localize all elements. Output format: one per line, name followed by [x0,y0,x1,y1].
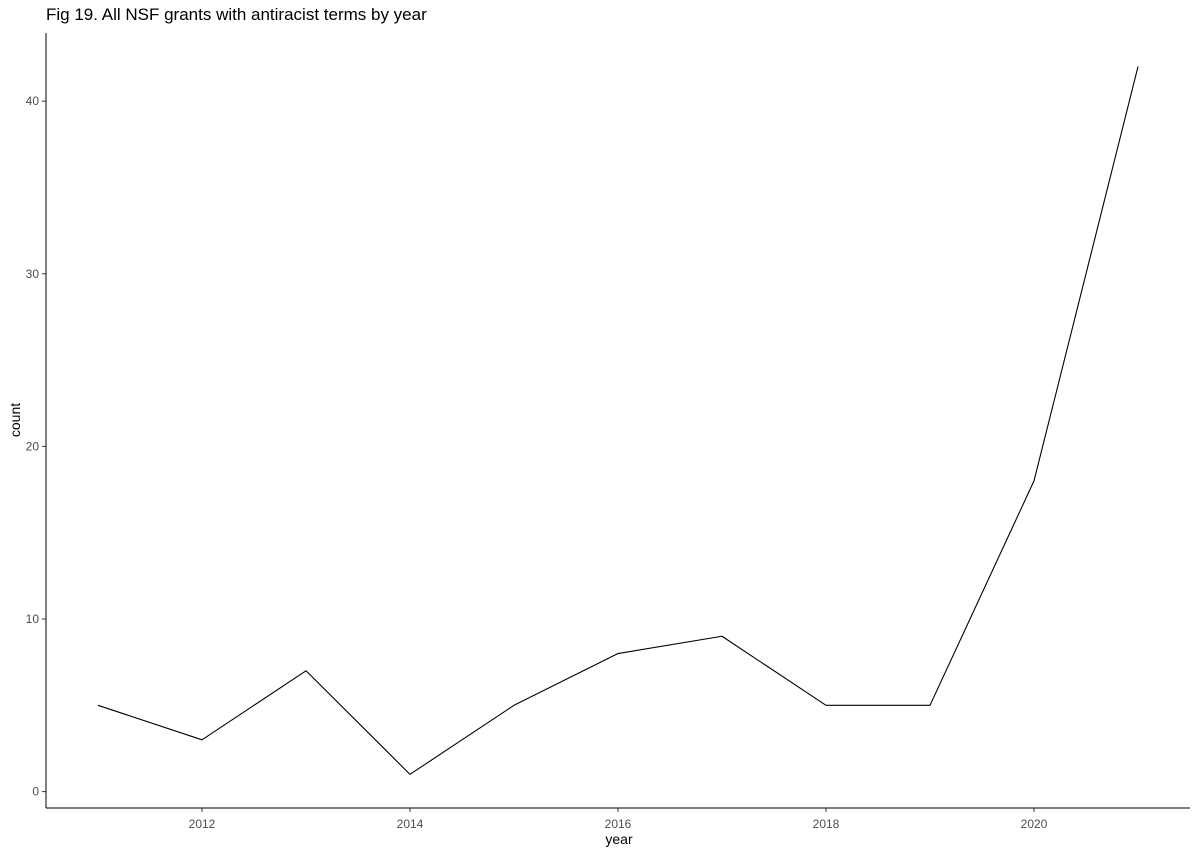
x-tick-label: 2018 [813,817,840,831]
y-tick-label: 40 [26,94,40,108]
x-tick-label: 2012 [189,817,216,831]
y-ticks: 0 10 20 30 40 [26,94,46,799]
y-tick-label: 30 [26,267,40,281]
series-layer [97,66,1139,775]
chart-title: Fig 19. All NSF grants with antiracist t… [46,5,427,24]
y-axis-title: count [7,403,23,437]
axes [45,33,1190,809]
y-tick-label: 0 [32,785,39,799]
x-tick-label: 2014 [397,817,424,831]
x-tick-label: 2020 [1021,817,1048,831]
x-tick-label: 2016 [605,817,632,831]
y-tick-label: 10 [26,612,40,626]
y-tick-label: 20 [26,439,40,453]
x-ticks: 2012 2014 2016 2018 2020 [189,808,1048,831]
x-axis-title: year [605,831,633,847]
series-line-0 [97,66,1139,775]
